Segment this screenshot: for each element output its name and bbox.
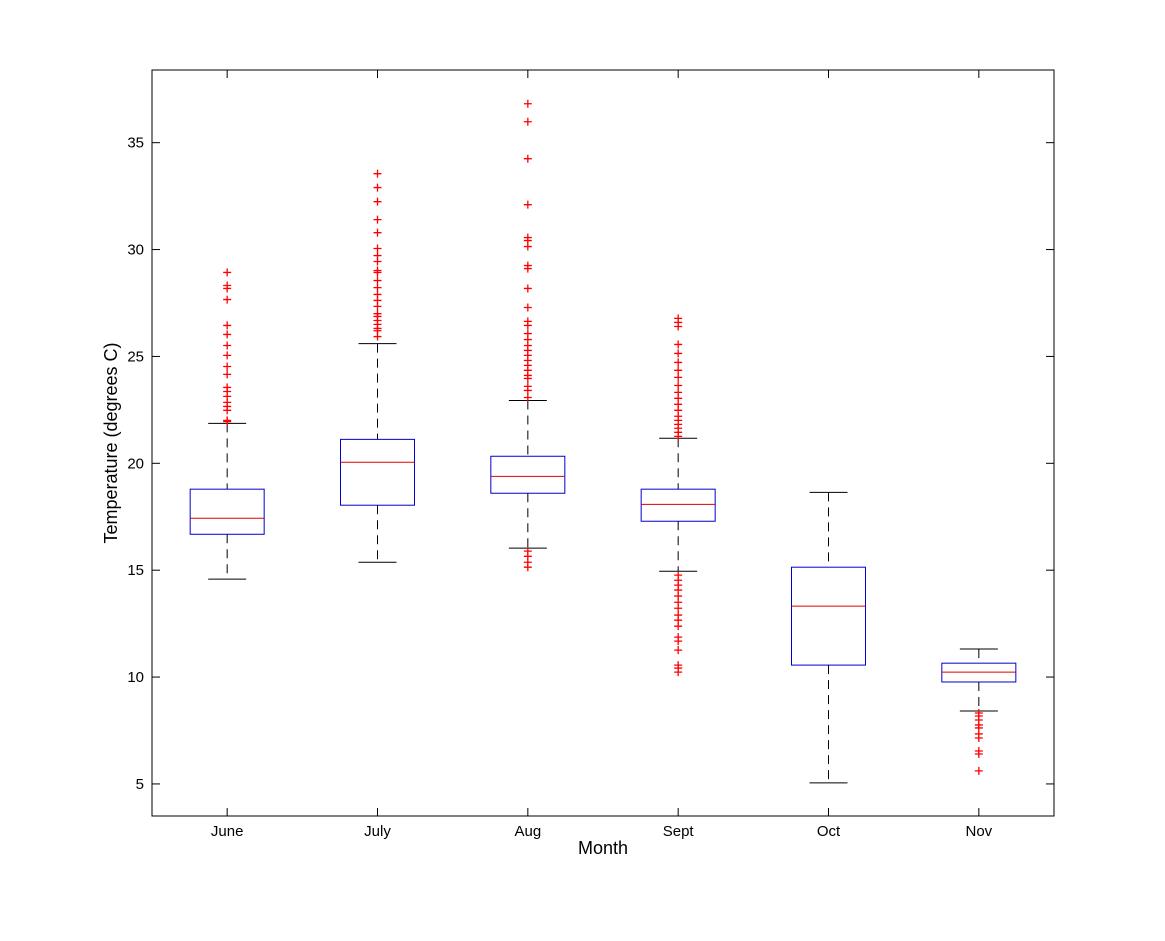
outlier-point xyxy=(223,351,232,360)
outlier-point xyxy=(223,268,232,277)
outlier-point xyxy=(974,733,983,742)
outlier-point xyxy=(223,284,232,293)
outlier-point xyxy=(373,169,382,178)
outlier-point xyxy=(523,242,532,251)
outlier-point xyxy=(523,200,532,209)
outlier-point xyxy=(223,370,232,379)
outlier-point xyxy=(674,349,683,358)
x-tick-label: Nov xyxy=(965,823,992,840)
outlier-point xyxy=(523,99,532,108)
outlier-point xyxy=(674,373,683,382)
outlier-point xyxy=(223,295,232,304)
outlier-point xyxy=(373,332,382,341)
outlier-point xyxy=(674,381,683,390)
outlier-point xyxy=(373,276,382,285)
x-tick-label: July xyxy=(364,823,391,840)
outlier-point xyxy=(523,264,532,273)
iqr-box xyxy=(189,488,265,535)
x-tick-label: Oct xyxy=(817,823,841,840)
outlier-point xyxy=(674,340,683,349)
outlier-point xyxy=(223,362,232,371)
plot-frame xyxy=(151,69,1055,817)
outlier-point xyxy=(674,366,683,375)
outlier-point xyxy=(373,215,382,224)
x-tick-label: June xyxy=(211,823,244,840)
outlier-point xyxy=(373,197,382,206)
outlier-point xyxy=(373,183,382,192)
outlier-point xyxy=(523,374,532,383)
outlier-point xyxy=(373,283,382,292)
x-axis-ticks: June July Aug Sept Oct Nov xyxy=(211,70,993,840)
outlier-point xyxy=(674,646,683,655)
y-tick-label: 20 xyxy=(127,455,144,472)
box-june xyxy=(189,268,265,580)
x-tick-label: Sept xyxy=(663,823,695,840)
outlier-point xyxy=(223,321,232,330)
outlier-point xyxy=(373,268,382,277)
outlier-point xyxy=(523,563,532,572)
outlier-point xyxy=(674,622,683,631)
outlier-point xyxy=(674,668,683,677)
box-oct xyxy=(791,491,866,784)
outlier-point xyxy=(974,750,983,759)
iqr-box xyxy=(640,488,716,522)
plot-marks xyxy=(189,99,1017,784)
outlier-point xyxy=(523,284,532,293)
outlier-point xyxy=(523,154,532,163)
y-tick-label: 15 xyxy=(127,562,144,579)
iqr-box xyxy=(340,438,415,506)
y-tick-label: 30 xyxy=(127,242,144,259)
outlier-point xyxy=(674,604,683,613)
box-sept xyxy=(640,314,716,677)
iqr-box xyxy=(490,455,566,494)
outlier-point xyxy=(523,386,532,395)
outlier-point xyxy=(674,358,683,367)
y-tick-label: 10 xyxy=(127,669,144,686)
outlier-point xyxy=(674,432,683,441)
box-aug xyxy=(490,99,566,572)
outlier-point xyxy=(373,257,382,266)
outlier-point xyxy=(373,244,382,253)
outlier-point xyxy=(523,321,532,330)
y-tick-label: 5 xyxy=(136,776,144,793)
y-axis-label: Temperature (degrees C) xyxy=(101,342,121,543)
box-nov xyxy=(941,648,1017,775)
outlier-point xyxy=(223,406,232,415)
x-tick-label: Aug xyxy=(514,823,541,840)
outlier-point xyxy=(523,303,532,312)
outlier-point xyxy=(674,637,683,646)
box-july xyxy=(340,169,415,563)
y-axis-ticks: 5 10 15 20 25 30 35 xyxy=(127,135,1054,793)
outlier-point xyxy=(674,322,683,331)
iqr-box xyxy=(791,566,866,666)
outlier-point xyxy=(373,228,382,237)
y-tick-label: 35 xyxy=(127,135,144,152)
x-axis-label: Month xyxy=(578,838,628,858)
outlier-point xyxy=(223,330,232,339)
outlier-point xyxy=(373,302,382,311)
y-tick-label: 25 xyxy=(127,348,144,365)
outlier-point xyxy=(223,417,232,426)
outlier-point xyxy=(523,393,532,402)
outlier-point xyxy=(523,117,532,126)
outlier-point xyxy=(223,341,232,350)
outlier-point xyxy=(974,766,983,775)
